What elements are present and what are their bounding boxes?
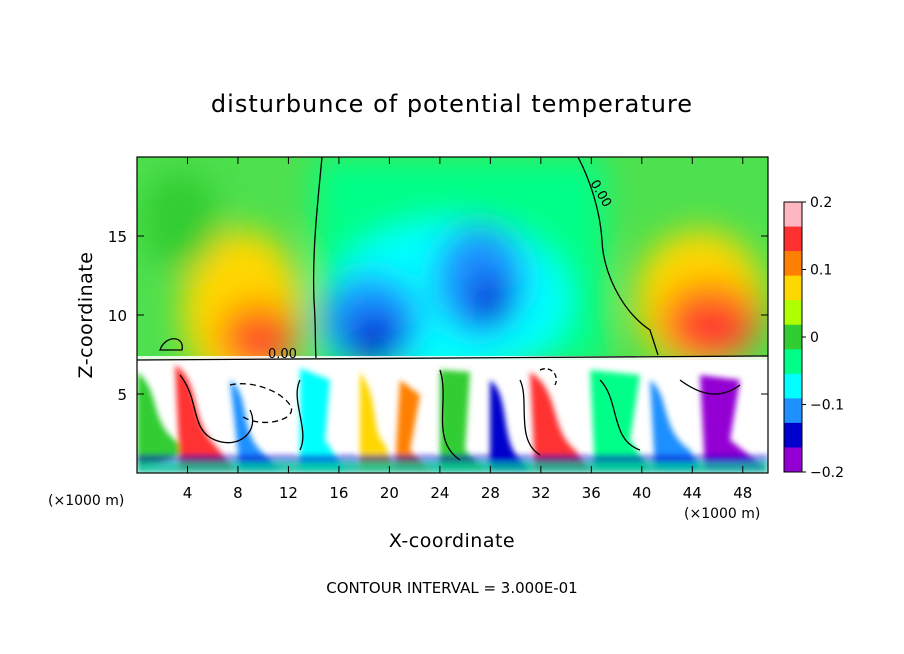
x-axis-label: X-coordinate — [389, 530, 515, 552]
y-axis-label: Z-coordinate — [75, 252, 97, 379]
colorbar-band — [784, 251, 802, 277]
x-tick-label: 36 — [582, 484, 601, 502]
colorbar-band — [784, 373, 802, 399]
colorbar-tick-label: 0.2 — [810, 195, 832, 211]
y-axis: 5 10 15 — [108, 228, 768, 404]
colorbar-band — [784, 275, 802, 301]
x-tick-label: 8 — [233, 484, 243, 502]
colorbar-band — [784, 447, 802, 473]
x-unit-right: (×1000 m) — [684, 506, 760, 522]
x-axis: 4 8 12 16 20 24 28 32 36 40 44 48 — [183, 157, 752, 502]
x-tick-label: 24 — [430, 484, 449, 502]
plot-area: 0.00 0.00 — [137, 157, 768, 473]
x-tick-label: 48 — [733, 484, 752, 502]
colorbar-band — [784, 202, 802, 228]
contour-lines — [137, 157, 768, 461]
contour-label: 0.00 — [268, 347, 297, 362]
colorbar-tick-label: 0.1 — [810, 263, 832, 279]
x-tick-label: 32 — [531, 484, 550, 502]
x-tick-label: 16 — [329, 484, 348, 502]
colorbar-tick-label: −0.1 — [810, 398, 844, 414]
lower-turbulent-layer — [137, 356, 768, 473]
y-tick-label: 10 — [108, 307, 127, 325]
colorbar-bands — [784, 202, 802, 473]
colorbar-band — [784, 349, 802, 375]
colorbar-tick-label: 0 — [810, 330, 819, 346]
x-tick-label: 44 — [683, 484, 702, 502]
x-tick-label: 4 — [183, 484, 193, 502]
colorbar-band — [784, 226, 802, 252]
x-tick-label: 28 — [481, 484, 500, 502]
y-tick-label: 15 — [108, 228, 127, 246]
x-tick-label: 40 — [632, 484, 651, 502]
x-tick-label: 12 — [279, 484, 298, 502]
colorbar-band — [784, 422, 802, 448]
colorbar-tick-label: −0.2 — [810, 465, 844, 481]
x-unit-left: (×1000 m) — [48, 493, 124, 509]
y-tick-label: 5 — [117, 386, 127, 404]
chart-title: disturbunce of potential temperature — [211, 90, 693, 118]
colorbar-ticks: 0.2 0.1 0 −0.1 −0.2 — [802, 195, 844, 481]
colorbar-band — [784, 324, 802, 350]
colorbar-band — [784, 300, 802, 326]
colorbar: 0.2 0.1 0 −0.1 −0.2 — [783, 195, 844, 481]
upper-field — [140, 157, 765, 390]
x-tick-label: 20 — [380, 484, 399, 502]
contour-interval-footer: CONTOUR INTERVAL = 3.000E-01 — [326, 579, 577, 597]
colorbar-band — [784, 398, 802, 424]
